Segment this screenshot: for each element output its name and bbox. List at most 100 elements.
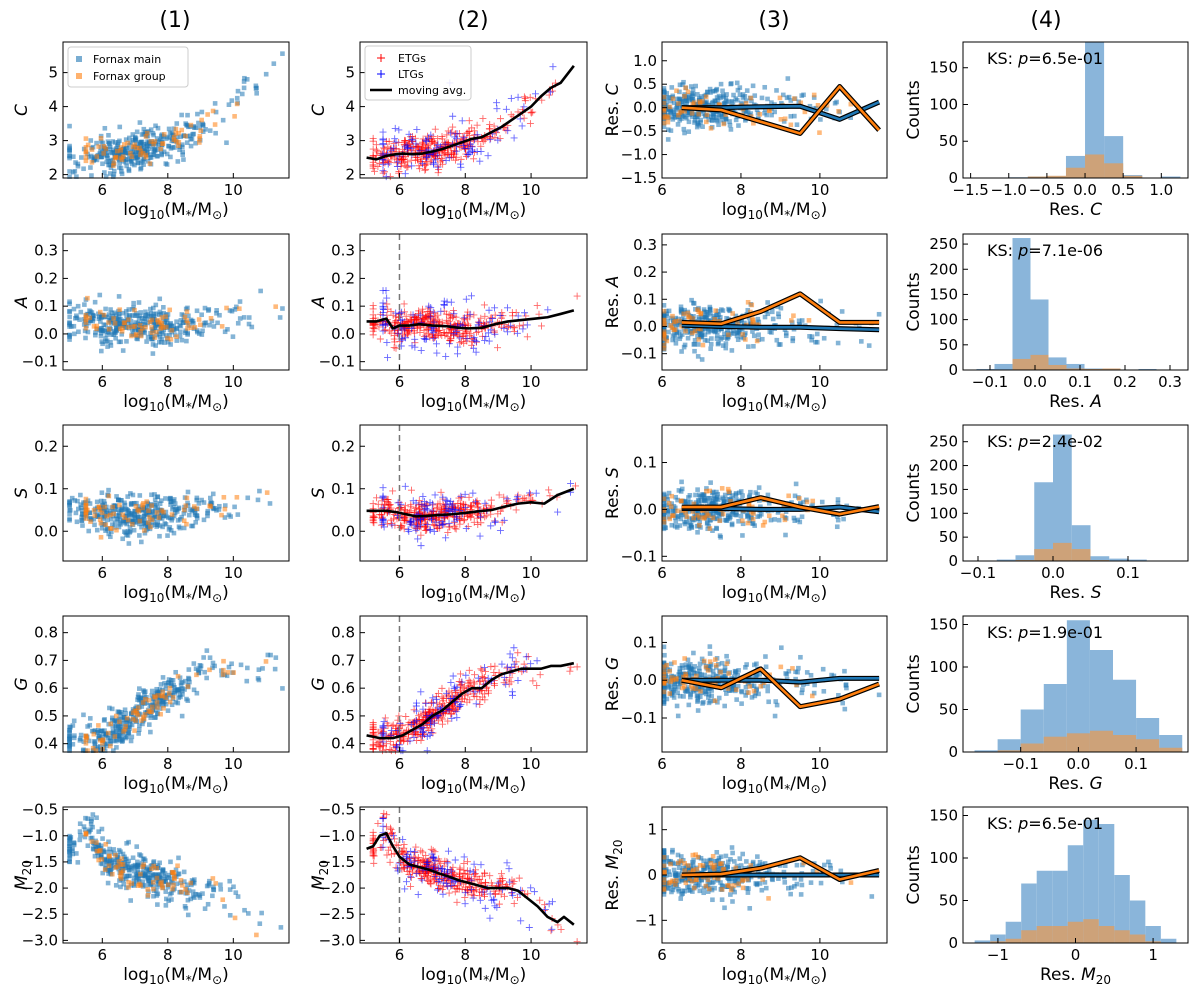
res-main-point	[748, 489, 753, 495]
fornax-main-point	[172, 690, 178, 696]
fornax-main-point	[148, 713, 154, 718]
res-main-point	[835, 340, 841, 346]
fornax-main-point	[87, 516, 92, 521]
res-group-point	[703, 119, 709, 125]
fornax-main-point	[67, 503, 72, 508]
fornax-group-point	[83, 145, 89, 150]
etg-point	[449, 123, 457, 131]
res-group-point	[664, 338, 670, 344]
res-main-point	[866, 343, 872, 348]
res-main-point	[783, 330, 789, 336]
ltg-point	[445, 154, 453, 162]
etg-point	[369, 500, 377, 508]
fornax-group-point	[83, 149, 89, 154]
col3-row2-xtick-label: 8	[736, 373, 746, 391]
fornax-main-point	[229, 308, 235, 314]
fornax-main-point	[161, 310, 167, 316]
etg-point	[369, 145, 377, 153]
fornax-group-point	[176, 143, 181, 149]
res-main-point	[751, 333, 757, 339]
fornax-main-point	[88, 716, 93, 721]
fornax-group-point	[170, 695, 176, 700]
col1-row3-ylabel: S	[12, 487, 32, 498]
res-main-point	[690, 87, 696, 92]
fornax-main-point	[127, 513, 133, 518]
res-main-point	[729, 348, 735, 353]
fornax-main-point	[222, 329, 228, 335]
res-group-point	[777, 95, 783, 101]
fornax-main-point	[185, 698, 191, 703]
fornax-main-point	[67, 334, 72, 340]
res-main-point	[693, 492, 698, 498]
res-main-point	[695, 487, 700, 492]
etg-point	[494, 344, 502, 352]
res-main-point	[715, 497, 721, 502]
ltg-point	[454, 343, 462, 351]
res-main-point	[715, 341, 721, 347]
res-main-point	[765, 311, 771, 317]
fornax-main-point	[194, 690, 200, 696]
res-main-point	[699, 357, 705, 362]
fornax-main-point	[196, 670, 202, 675]
fornax-group-point	[122, 515, 127, 520]
res-main-point	[776, 314, 782, 320]
hist-main-bar	[1138, 368, 1157, 370]
res-main-point	[697, 519, 702, 525]
ltg-point	[484, 329, 492, 337]
fornax-main-point	[177, 525, 183, 531]
res-group-point	[708, 126, 714, 131]
col2-row1-ytick-label: 4	[345, 98, 355, 116]
ltg-point	[412, 526, 420, 534]
res-main-point	[673, 336, 678, 341]
res-main-point	[671, 109, 677, 115]
res-main-point	[795, 517, 801, 523]
fornax-main-point	[163, 496, 168, 501]
fornax-main-point	[91, 313, 96, 318]
ltg-point	[431, 156, 439, 164]
etg-point	[443, 131, 451, 139]
fornax-group-point	[140, 502, 145, 508]
res-main-point	[807, 103, 813, 109]
res-main-point	[712, 329, 718, 335]
res-main-line	[681, 323, 880, 332]
res-main-point	[725, 327, 730, 332]
res-main-point	[673, 515, 678, 521]
res-group-point	[817, 130, 822, 135]
fornax-group-point	[120, 325, 125, 331]
fornax-group-point	[146, 708, 151, 714]
fornax-main-point	[114, 494, 119, 499]
fornax-main-point	[166, 126, 172, 132]
fornax-main-point	[280, 306, 285, 311]
col2-row3-ytick-label: 0.2	[331, 437, 355, 455]
fornax-main-point	[181, 525, 187, 531]
fornax-main-point	[127, 529, 132, 535]
res-main-point	[714, 336, 720, 341]
fornax-main-point	[102, 741, 108, 747]
etg-point	[379, 747, 387, 755]
fornax-main-point	[254, 85, 259, 91]
ltg-point	[456, 160, 464, 168]
fornax-main-point	[178, 329, 183, 335]
res-main-point	[729, 512, 735, 517]
col1-row2-xlabel: log10(M*/M⊙)	[123, 392, 229, 414]
fornax-main-point	[136, 731, 141, 736]
fornax-main-point	[85, 724, 90, 729]
etg-point	[381, 714, 389, 722]
fornax-main-point	[164, 682, 169, 688]
fornax-main-point	[168, 502, 173, 507]
fornax-group-point	[85, 142, 91, 148]
col2-row1-xtick-label: 10	[522, 181, 541, 199]
fornax-main-point	[95, 514, 101, 519]
fornax-main-point	[181, 317, 187, 323]
fornax-main-point	[133, 136, 139, 141]
fornax-main-point	[103, 306, 108, 312]
res-main-point	[723, 335, 729, 340]
fornax-main-point	[76, 329, 81, 335]
fornax-main-point	[186, 124, 191, 130]
etg-point	[375, 511, 383, 519]
fornax-main-point	[155, 494, 161, 500]
col4-row1-xtick-label: −1.0	[991, 181, 1027, 199]
fornax-main-point	[148, 729, 153, 735]
fornax-main-point	[116, 724, 121, 730]
